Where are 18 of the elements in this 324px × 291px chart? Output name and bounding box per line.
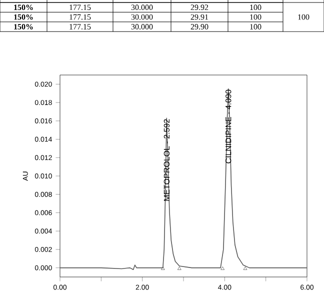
text: 29.92	[190, 4, 208, 10]
annotation: CILNIDIPINE - 4.090	[226, 90, 232, 164]
text: 30.000	[131, 24, 153, 30]
text: 100	[298, 14, 310, 20]
text: 177.15	[70, 24, 91, 30]
text: 150%	[14, 4, 33, 10]
text: 150%	[14, 24, 33, 30]
text: 30.000	[131, 14, 153, 20]
text: 29.91	[190, 14, 208, 20]
text: 30.000	[131, 4, 153, 10]
text: 100	[250, 24, 262, 30]
text: 29.90	[190, 24, 208, 30]
annotation: METOPROLOL - 2.592	[164, 119, 170, 201]
text: 150%	[14, 14, 33, 20]
text: 177.15	[70, 14, 91, 20]
text: 177.15	[70, 4, 91, 10]
text: 100	[250, 4, 262, 10]
text: 100	[250, 14, 262, 20]
